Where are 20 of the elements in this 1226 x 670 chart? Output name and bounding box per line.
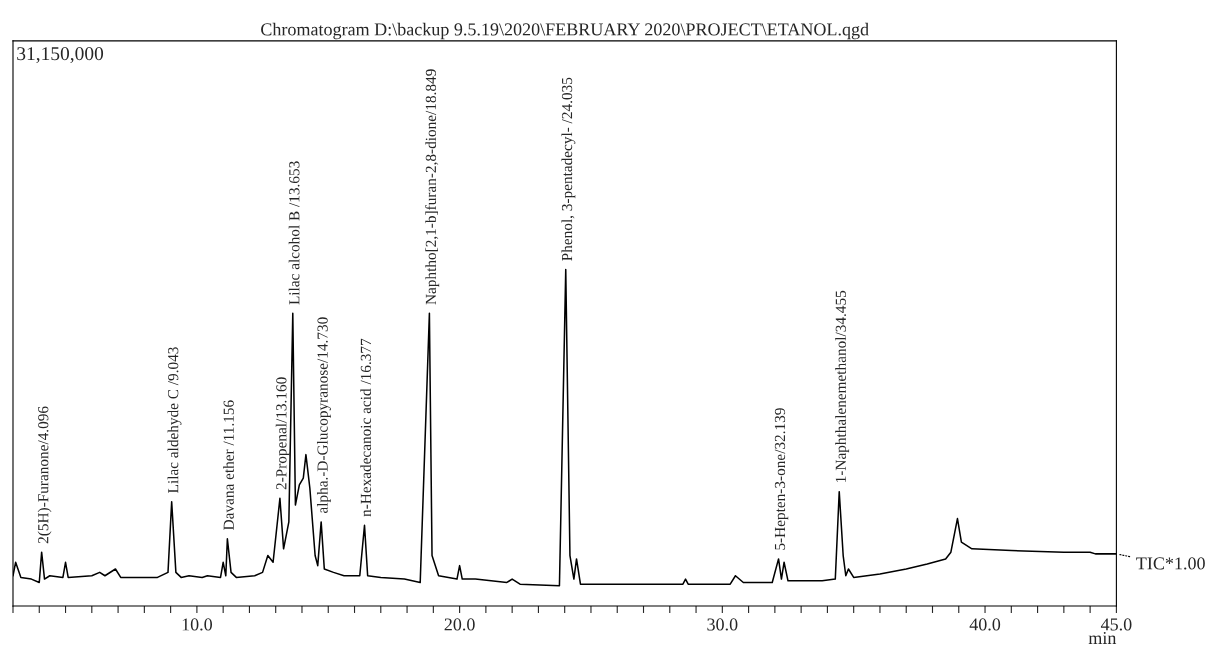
annotation: Davana ether /11.156 bbox=[223, 400, 234, 530]
x-tick-label: 10.0 bbox=[182, 618, 213, 631]
text: TIC*1.00 bbox=[1136, 557, 1205, 570]
annotation: 2-Propenal/13.160 bbox=[275, 377, 290, 490]
chart-title: Chromatogram D:\backup 9.5.19\2020\FEBRUARY 2020\PROJECT\ETANOL.qgd bbox=[261, 22, 869, 40]
annotation: Lilac aldehyde C /9.043 bbox=[167, 347, 182, 493]
annotation: n-Hexadecanoic acid /16.377 bbox=[360, 338, 372, 517]
x-tick-label: 20.0 bbox=[444, 618, 475, 631]
annotation: Phenol, 3-pentadecyl- /24.035 bbox=[561, 77, 576, 261]
annotation: 2(5H)-Furanone/4.096 bbox=[37, 406, 52, 544]
annotation: Naphtho[2,1-b]furan-2,8-dione/18.849 bbox=[425, 69, 440, 305]
x-axis-title: min bbox=[1088, 631, 1117, 644]
annotation: Lilac alcohol B /13.653 bbox=[288, 161, 300, 305]
annotation: alpha.-D-Glucopyranose/14.730 bbox=[316, 317, 331, 514]
x-tick-label: 45.0 bbox=[1100, 618, 1132, 631]
annotation: 1-Naphthalenemethanol/34.455 bbox=[835, 290, 850, 482]
x-tick-label: 30.0 bbox=[707, 618, 738, 631]
x-tick-label: 40.0 bbox=[969, 618, 1001, 631]
annotation: 5-Hepten-3-one/32.139 bbox=[774, 408, 789, 550]
text: 31,150,000 bbox=[17, 47, 104, 63]
